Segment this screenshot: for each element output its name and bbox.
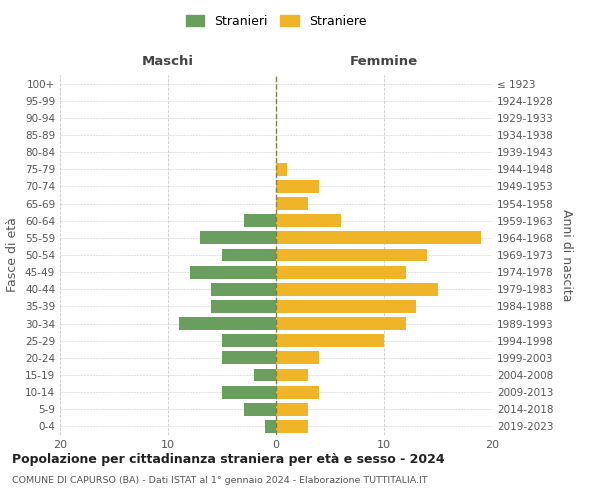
Bar	[222, 334, 276, 347]
Bar	[276, 214, 341, 227]
Bar	[200, 232, 276, 244]
Bar	[276, 420, 308, 433]
Bar	[211, 283, 276, 296]
Text: Femmine: Femmine	[350, 55, 418, 68]
Bar	[276, 368, 308, 382]
Text: Popolazione per cittadinanza straniera per età e sesso - 2024: Popolazione per cittadinanza straniera p…	[12, 452, 445, 466]
Bar	[276, 352, 319, 364]
Y-axis label: Fasce di età: Fasce di età	[7, 218, 19, 292]
Text: COMUNE DI CAPURSO (BA) - Dati ISTAT al 1° gennaio 2024 - Elaborazione TUTTITALIA: COMUNE DI CAPURSO (BA) - Dati ISTAT al 1…	[12, 476, 428, 485]
Bar	[222, 248, 276, 262]
Legend: Stranieri, Straniere: Stranieri, Straniere	[181, 10, 371, 33]
Bar	[179, 317, 276, 330]
Bar	[276, 248, 427, 262]
Bar	[276, 232, 481, 244]
Bar	[276, 266, 406, 278]
Text: Maschi: Maschi	[142, 55, 194, 68]
Bar	[265, 420, 276, 433]
Bar	[254, 368, 276, 382]
Bar	[276, 300, 416, 313]
Bar	[276, 334, 384, 347]
Bar	[276, 197, 308, 210]
Bar	[222, 386, 276, 398]
Bar	[276, 180, 319, 193]
Bar	[244, 403, 276, 415]
Bar	[211, 300, 276, 313]
Bar	[276, 163, 287, 175]
Bar	[276, 403, 308, 415]
Bar	[276, 283, 438, 296]
Bar	[190, 266, 276, 278]
Bar	[276, 386, 319, 398]
Bar	[276, 317, 406, 330]
Bar	[244, 214, 276, 227]
Y-axis label: Anni di nascita: Anni di nascita	[560, 209, 573, 301]
Bar	[222, 352, 276, 364]
